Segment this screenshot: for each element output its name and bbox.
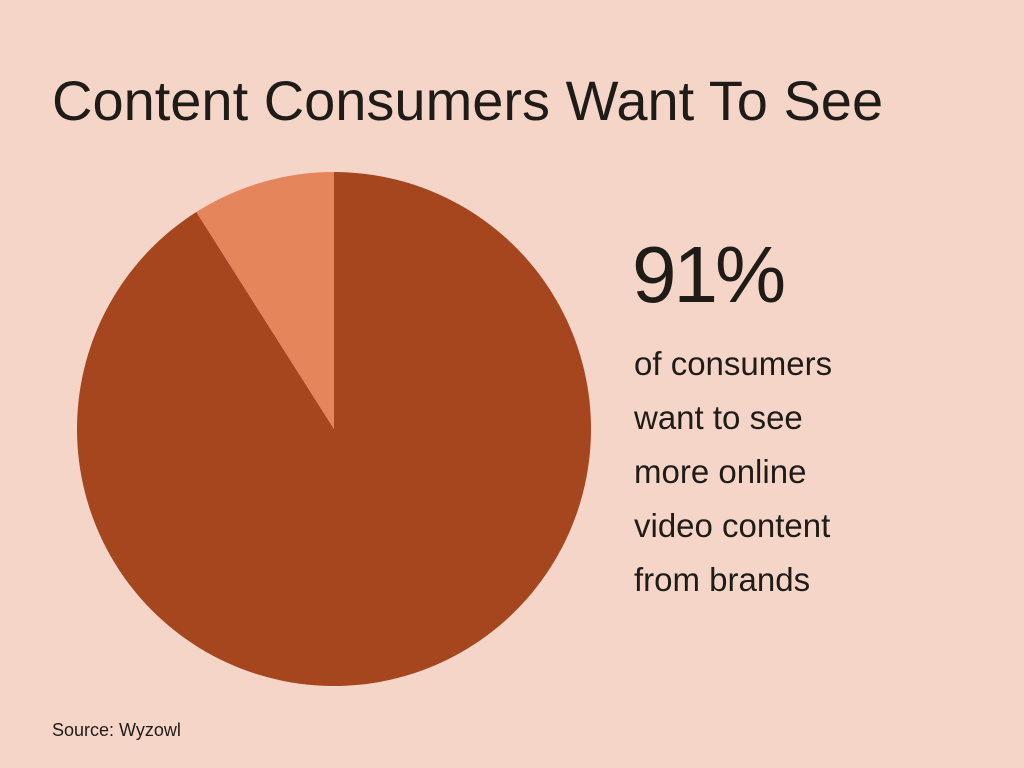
annotation-line: of consumers — [634, 345, 832, 382]
pie-slice — [196, 172, 334, 429]
annotation-line: video content — [634, 507, 830, 544]
chart-title: Content Consumers Want To See — [52, 69, 883, 132]
annotation-line: want to see — [633, 399, 803, 436]
source-note: Source: Wyzowl — [52, 720, 181, 740]
annotation-line: more online — [634, 453, 806, 490]
value-label: 91% — [632, 230, 784, 319]
annotation-line: from brands — [634, 561, 810, 598]
